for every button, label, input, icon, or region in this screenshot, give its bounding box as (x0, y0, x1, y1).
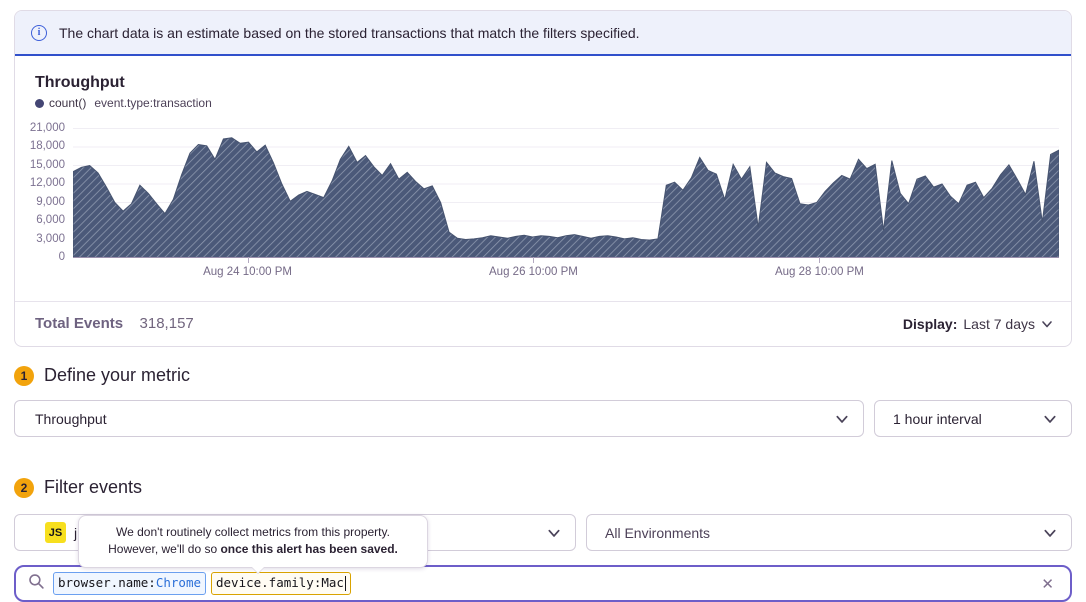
info-banner: i The chart data is an estimate based on… (15, 11, 1071, 56)
tooltip-line1: We don't routinely collect metrics from … (116, 525, 390, 539)
chevron-down-icon (835, 412, 849, 426)
section-filter-events: 2 Filter events (14, 477, 1072, 498)
y-axis-label: 21,000 (29, 121, 65, 134)
text-caret (344, 576, 347, 591)
display-label: Display: (902, 316, 958, 332)
interval-select[interactable]: 1 hour interval (874, 400, 1072, 437)
display-value: Last 7 days (963, 316, 1035, 332)
token-value: Chrome (155, 575, 201, 591)
environment-select[interactable]: All Environments (586, 514, 1072, 551)
interval-select-value: 1 hour interval (893, 410, 982, 427)
javascript-platform-icon: JS (45, 522, 66, 543)
alert-builder-page: i The chart data is an estimate based on… (14, 10, 1072, 602)
project-select-value: j (74, 524, 78, 541)
throughput-area-chart[interactable] (73, 123, 1059, 258)
info-icon: i (31, 24, 47, 41)
metric-select[interactable]: Throughput (14, 400, 864, 437)
x-axis-tick (533, 257, 535, 263)
section-title: Filter events (44, 477, 143, 497)
x-axis-label: Aug 24 10:00 PM (203, 266, 292, 278)
step-number-badge: 2 (14, 477, 34, 498)
legend-metric: count() (49, 96, 87, 110)
info-banner-text: The chart data is an estimate based on t… (59, 24, 640, 41)
y-axis-label: 3,000 (36, 232, 65, 245)
metric-select-value: Throughput (35, 410, 107, 427)
chevron-down-icon (1043, 412, 1057, 426)
y-axis: 0 3,000 6,000 9,000 12,000 15,000 18,000 21,000 (15, 121, 73, 264)
step-number-badge: 1 (14, 365, 34, 386)
x-axis: Aug 24 10:00 PM Aug 26 10:00 PM Aug 28 10:… (73, 257, 1059, 284)
x-axis-label: Aug 26 10:00 PM (489, 266, 578, 278)
total-events-label: Total Events (35, 315, 124, 332)
metric-collection-tooltip: We don't routinely collect metrics from … (78, 515, 428, 574)
legend-filter: event.type:transaction (94, 96, 212, 110)
y-axis-label: 0 (58, 251, 65, 263)
chart-section: Throughput count() event.type:transactio… (15, 56, 1071, 301)
clear-search-icon[interactable]: ✕ (1041, 575, 1054, 593)
chart-footer: Total Events 318,157 Display: Last 7 day… (15, 301, 1071, 346)
legend-dot-icon (35, 98, 44, 108)
x-axis-tick (819, 257, 821, 263)
section-title: Define your metric (44, 365, 191, 385)
search-icon (28, 573, 45, 595)
section-define-metric: 1 Define your metric (14, 365, 1072, 386)
y-axis-label: 15,000 (29, 158, 65, 171)
filter-search-input[interactable]: browser.name: Chrome device.family: Mac ✕ (14, 565, 1072, 602)
chevron-down-icon (1043, 526, 1057, 540)
y-axis-label: 6,000 (36, 214, 65, 226)
x-axis-tick (247, 257, 249, 263)
search-token-device-family[interactable]: device.family: Mac (211, 572, 352, 595)
x-axis-label: Aug 28 10:00 PM (774, 266, 864, 278)
chart-panel: i The chart data is an estimate based on… (14, 10, 1072, 347)
total-events-value: 318,157 (139, 315, 194, 332)
environment-select-value: All Environments (605, 524, 711, 541)
y-axis-label: 18,000 (29, 140, 65, 152)
search-token-list[interactable]: browser.name: Chrome device.family: Mac (53, 572, 1029, 595)
tooltip-line2-bold: once this alert has been saved. (220, 542, 398, 557)
chart-legend: count() event.type:transaction (15, 96, 1071, 110)
chevron-down-icon (1041, 318, 1053, 330)
token-key: device.family: (216, 575, 322, 591)
display-period-dropdown[interactable]: Display: Last 7 days (903, 316, 1053, 332)
search-token-browser-name[interactable]: browser.name: Chrome (53, 572, 206, 595)
y-axis-label: 9,000 (36, 195, 65, 208)
chevron-down-icon (547, 526, 561, 540)
chart-title: Throughput (35, 74, 125, 91)
token-key: browser.name: (58, 575, 156, 591)
metric-row: Throughput 1 hour interval (14, 400, 1072, 437)
tooltip-line2: However, we'll do so (108, 542, 221, 557)
y-axis-label: 12,000 (29, 177, 65, 189)
token-value: Mac (321, 575, 344, 591)
